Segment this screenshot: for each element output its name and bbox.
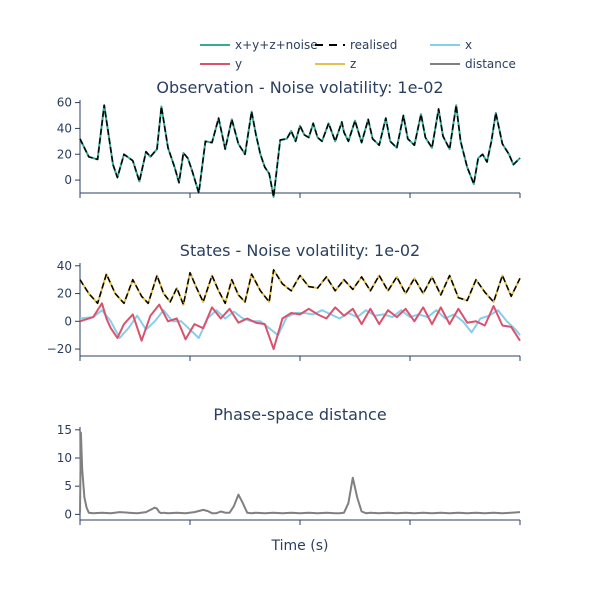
legend: x+y+z+noise realised x y z distance — [200, 38, 516, 71]
series-line-realised — [79, 269, 521, 306]
series-line-y — [79, 302, 521, 351]
y-tick-label: 5 — [64, 479, 72, 493]
y-tick-label: −20 — [47, 342, 72, 356]
y-tick-label: 0 — [64, 314, 72, 328]
y-tick-label: 40 — [57, 121, 72, 135]
series-line-realised — [79, 104, 521, 198]
legend-label: x+y+z+noise — [235, 38, 318, 52]
y-tick-label: 0 — [64, 507, 72, 521]
legend-item-z[interactable]: z — [315, 57, 356, 71]
distance-panel: Phase-space distance 0 5 10 15 — [57, 405, 521, 525]
legend-item-x[interactable]: x — [430, 38, 472, 52]
observation-title: Observation - Noise volatility: 1e-02 — [156, 78, 443, 97]
y-tick-label: 15 — [57, 423, 72, 437]
legend-item-realised[interactable]: realised — [315, 38, 397, 52]
y-tick-label: 0 — [64, 173, 72, 187]
y-tick-label: 20 — [57, 287, 72, 301]
legend-item-distance[interactable]: distance — [430, 57, 516, 71]
y-tick-label: 10 — [57, 451, 72, 465]
distance-title: Phase-space distance — [213, 405, 386, 424]
y-tick-label: 60 — [57, 96, 72, 110]
legend-label: distance — [465, 57, 516, 71]
legend-label: y — [235, 57, 242, 71]
series-line-distance — [79, 431, 521, 515]
legend-label: realised — [350, 38, 397, 52]
states-panel: States - Noise volatility: 1e-02 −20 0 20 4… — [47, 241, 521, 361]
y-tick-label: 40 — [57, 259, 72, 273]
legend-label: z — [350, 57, 356, 71]
series-line-x — [79, 309, 521, 339]
legend-item-x-y-z-noise[interactable]: x+y+z+noise — [200, 38, 318, 52]
y-tick-label: 20 — [57, 147, 72, 161]
legend-label: x — [465, 38, 472, 52]
states-title: States - Noise volatility: 1e-02 — [180, 241, 420, 260]
legend-item-y[interactable]: y — [200, 57, 242, 71]
x-axis-label: Time (s) — [271, 538, 329, 554]
observation-panel: Observation - Noise volatility: 1e-02 0 2… — [57, 78, 521, 198]
